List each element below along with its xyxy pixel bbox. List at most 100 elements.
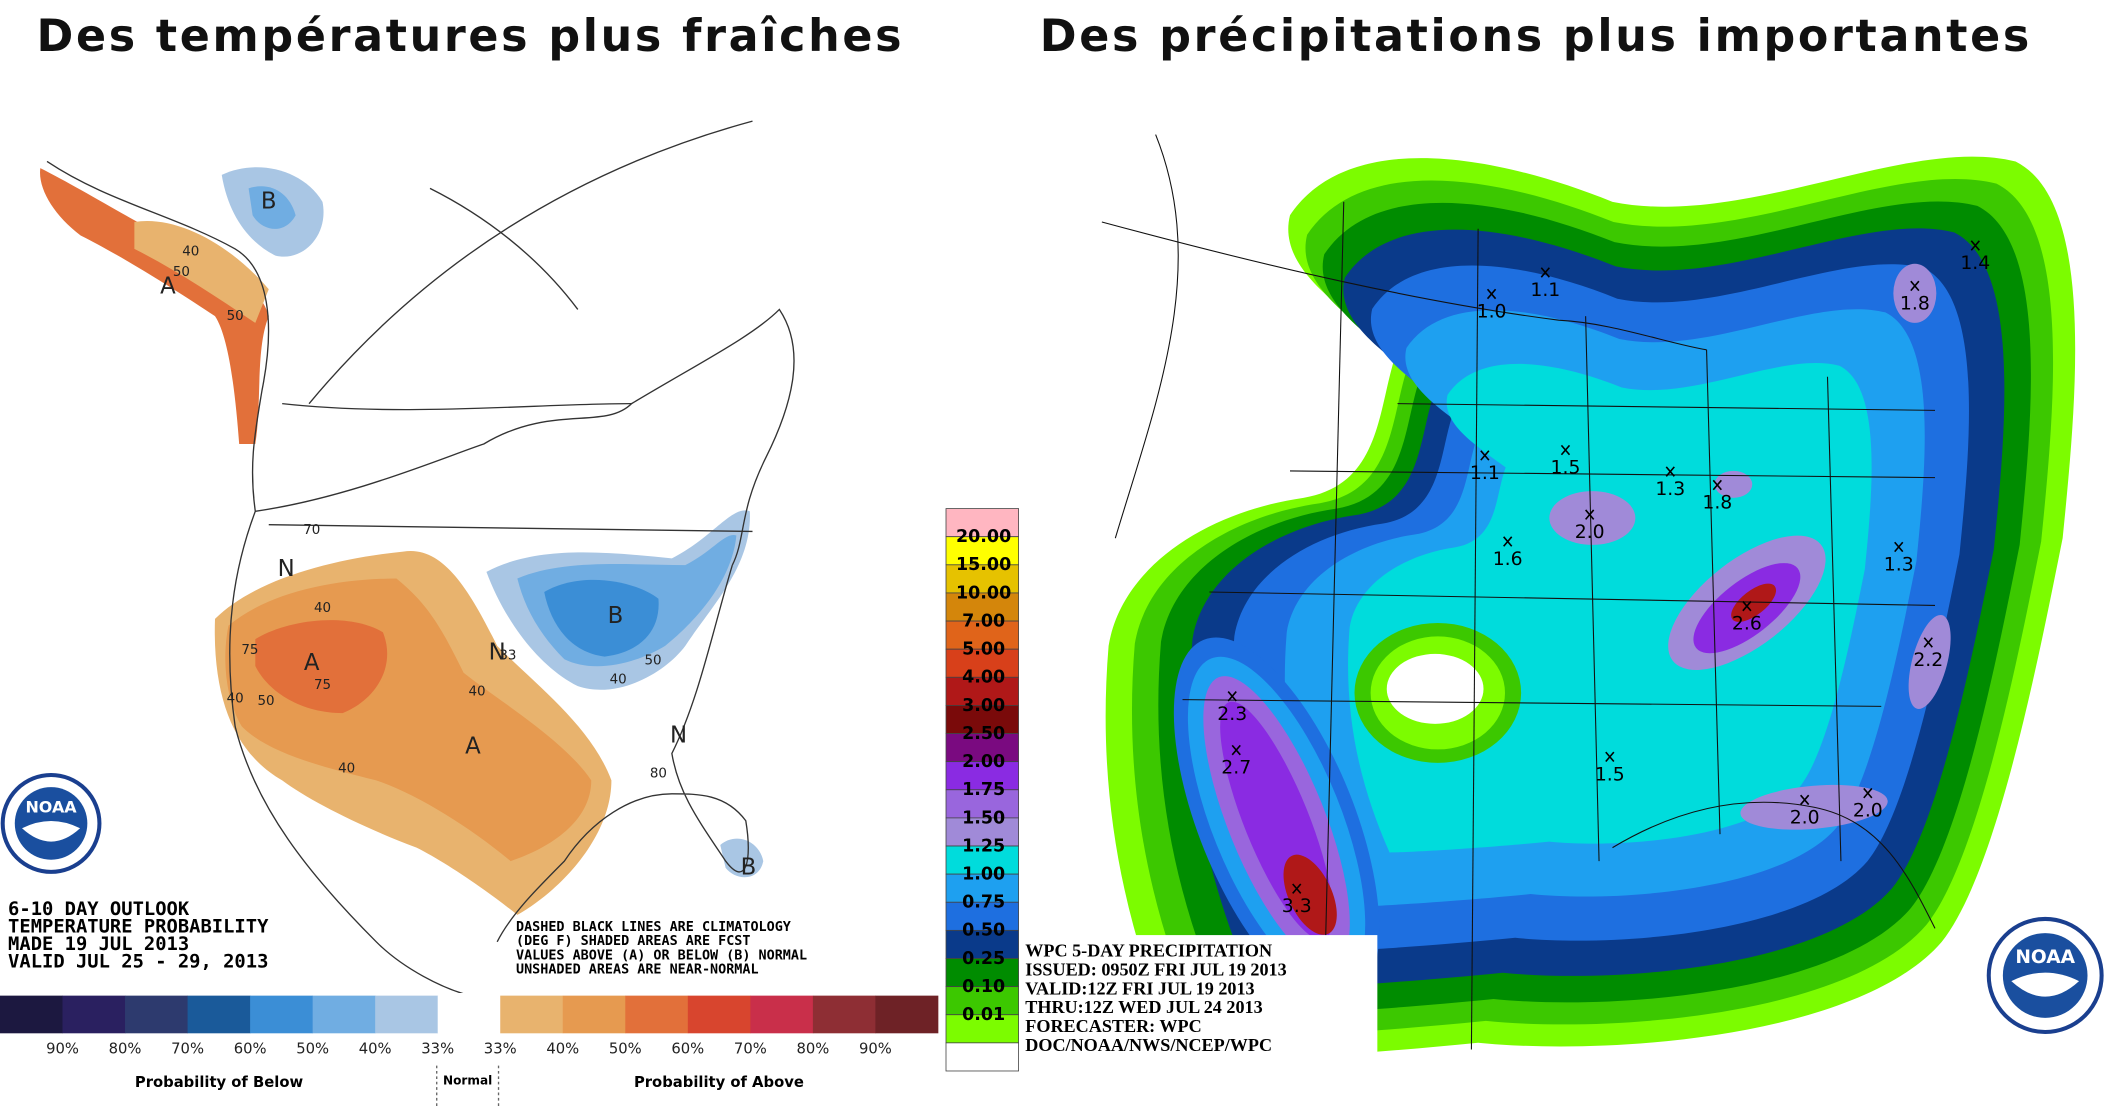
map-label: B [608, 603, 624, 629]
legend-swatch [312, 995, 376, 1034]
info-text: WPC 5-DAY PRECIPITATION [1025, 941, 1272, 961]
boundary-line [46, 160, 464, 993]
amount-marker [1227, 691, 1237, 702]
amount-label: 2.0 [1853, 801, 1883, 822]
amount-marker [1560, 444, 1571, 456]
amount-label: 1.4 [1960, 253, 1990, 274]
amount-label: 1.0 [1477, 302, 1507, 323]
legend-label: 80% [109, 1040, 142, 1057]
legend-label: 80% [796, 1040, 829, 1057]
precip-swatch [945, 1042, 1019, 1072]
shaded-area [134, 220, 269, 323]
precip-swatch [945, 620, 1019, 650]
precip-swatch [945, 958, 1019, 988]
note-text: DASHED BLACK LINES ARE CLIMATOLOGY [516, 920, 792, 935]
shaded-area [544, 579, 659, 657]
legend-swatch [687, 995, 751, 1034]
shaded-area [255, 620, 388, 714]
map-label: 40 [227, 691, 244, 706]
note-text: (DEG F) SHADED AREAS ARE FCST [516, 934, 750, 949]
boundary-line [429, 187, 579, 310]
precip-contour [1386, 653, 1484, 724]
map-label: 40 [182, 245, 199, 260]
legend-above: Probability of Above [634, 1074, 804, 1091]
legend-swatch [250, 995, 314, 1034]
boundary-line [282, 402, 632, 411]
outlook-text: TEMPERATURE PROBABILITY [8, 916, 269, 937]
legend-swatch [125, 995, 188, 1034]
legend-swatch [625, 995, 689, 1034]
precip-contour [1283, 854, 1337, 935]
precip-swatch [945, 536, 1019, 566]
state-line [1397, 403, 1936, 411]
amount-label: 1.1 [1470, 463, 1500, 484]
precip-swatch [945, 817, 1019, 847]
shaded-area [40, 168, 269, 444]
map-label: 40 [338, 761, 355, 776]
state-line [1706, 349, 1721, 835]
amount-label: 1.8 [1900, 293, 1930, 314]
amount-marker [1540, 267, 1550, 278]
amount-marker [1863, 787, 1873, 799]
map-label: A [465, 733, 481, 759]
legend-label: 40% [359, 1040, 392, 1057]
precip-level: 1.75 [962, 780, 1005, 800]
outlook-text: MADE 19 JUL 2013 [8, 934, 189, 955]
legend-swatch [875, 995, 939, 1034]
state-line [1612, 801, 1936, 929]
amount-marker [1665, 466, 1675, 477]
temperature-map: A B A A B N N N B 40 50 50 40 50 40 33 40 50 40 40 70 75 75 80 [40, 120, 795, 993]
map-label: 50 [645, 654, 662, 669]
amount-marker [1923, 637, 1933, 648]
amount-label: 2.3 [1217, 704, 1247, 725]
amount-label: 1.5 [1595, 764, 1625, 785]
logo-bird [22, 820, 81, 842]
precip-swatch [945, 873, 1019, 903]
amount-marker [1970, 240, 1980, 251]
legend-label: 70% [171, 1040, 204, 1057]
boundary-line [496, 564, 749, 943]
precip-level: 2.50 [962, 724, 1005, 744]
amount-label: 2.2 [1913, 650, 1943, 671]
legend-swatch [62, 995, 126, 1034]
precip-contour [1893, 263, 1937, 323]
amount-marker [1503, 536, 1513, 547]
note-text: UNSHADED AREAS ARE NEAR-NORMAL [516, 962, 759, 977]
precip-contour [1908, 614, 1951, 709]
outlook-text: VALID JUL 25 - 29, 2013 [8, 951, 268, 972]
logo-text: NOAA [25, 798, 77, 817]
boundary-line [308, 120, 753, 405]
precip-swatch [945, 789, 1019, 819]
map-label: N [489, 639, 506, 665]
precip-swatch [945, 761, 1019, 791]
precip-swatch [945, 676, 1019, 706]
state-line [1826, 376, 1842, 862]
shaded-area [248, 186, 296, 229]
amount-label: 1.1 [1530, 280, 1560, 301]
amount-label: 1.3 [1655, 479, 1685, 500]
amount-marker [1292, 883, 1302, 894]
amount-label: 1.6 [1493, 549, 1523, 570]
map-label: B [741, 855, 757, 881]
precip-level: 7.00 [962, 611, 1005, 631]
amount-label: 3.3 [1282, 896, 1312, 917]
legend-swatch [750, 995, 814, 1034]
amount-label: 2.0 [1790, 807, 1820, 828]
state-line [1114, 134, 1179, 539]
amount-marker [1231, 744, 1241, 756]
map-label: 40 [314, 601, 331, 616]
map-label: A [304, 650, 320, 676]
legend-label: 60% [234, 1040, 267, 1057]
state-line [1182, 699, 1882, 707]
state-line [1585, 316, 1600, 862]
legend-label: 70% [734, 1040, 767, 1057]
precip-swatch [945, 845, 1019, 875]
precip-level: 3.00 [962, 696, 1005, 716]
map-label: 50 [258, 694, 275, 709]
precip-contour [1731, 583, 1777, 622]
legend-label: 50% [609, 1040, 642, 1057]
amount-marker [1585, 509, 1595, 520]
amount-marker [1605, 751, 1615, 763]
